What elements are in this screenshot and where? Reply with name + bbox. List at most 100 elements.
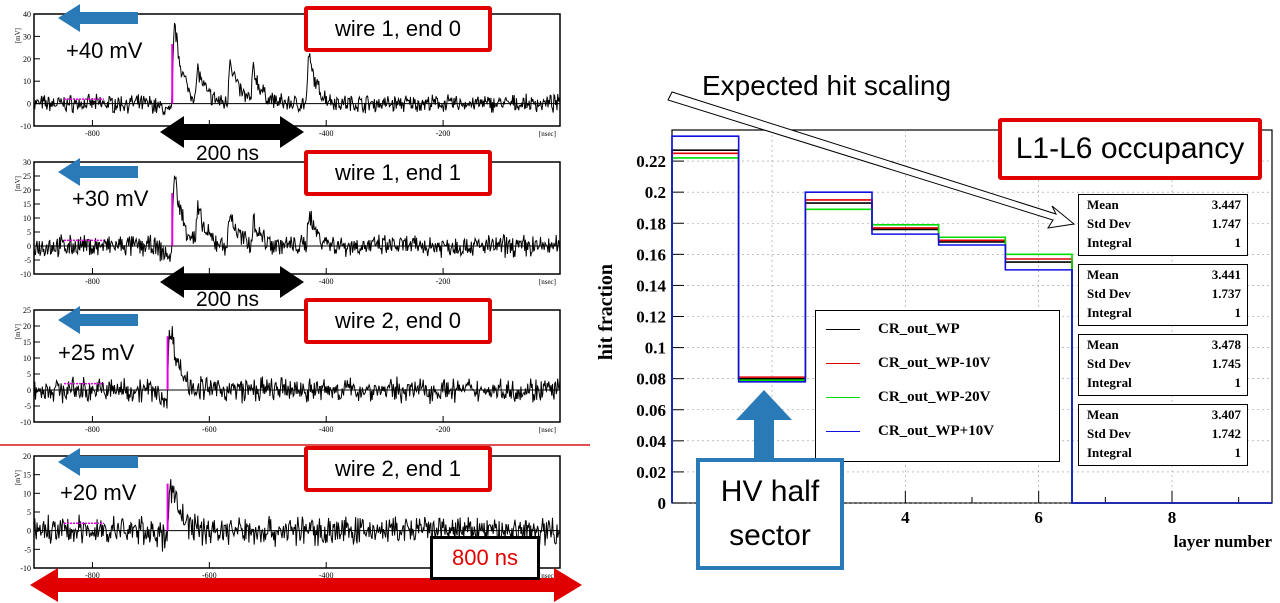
y-tick-label: 0.2 <box>645 183 666 202</box>
y-tick-label: 0.08 <box>636 370 666 389</box>
x-unit-label: [nsec] <box>539 426 556 434</box>
legend-label: CR_out_WP-10V <box>878 355 991 371</box>
annotation-arrow <box>667 91 1076 229</box>
x-tick-label: -200 <box>436 425 451 434</box>
chart-title-box: L1-L6 occupancy <box>998 118 1262 180</box>
x-tick-label: -200 <box>436 129 451 138</box>
y-tick-label: 20 <box>23 186 31 195</box>
x-axis-label: layer number <box>1174 532 1273 551</box>
chart-legend: CR_out_WP CR_out_WP-10V CR_out_WP-20V CR… <box>815 310 1060 462</box>
scope-title-box: wire 2, end 0 <box>304 298 492 344</box>
y-unit-label: [mV] <box>14 324 22 339</box>
y-tick-label: 0 <box>27 100 31 109</box>
waveform-trace <box>33 479 561 552</box>
legend-swatch <box>826 363 860 364</box>
y-tick-label: 5 <box>27 370 31 379</box>
x-tick-label: -800 <box>85 571 100 580</box>
y-tick-label: 0.18 <box>636 214 666 233</box>
legend-swatch <box>826 397 860 398</box>
legend-item: CR_out_WP-20V <box>826 389 991 406</box>
hv-half-sector-box: HV half sector <box>696 458 844 570</box>
stat-mean: 3.478 <box>1211 337 1241 352</box>
blue-arrow-icon <box>58 158 138 186</box>
y-tick-label: 0.1 <box>645 339 666 358</box>
y-tick-label: 40 <box>23 10 31 19</box>
stat-integral: 1 <box>1234 445 1242 460</box>
stat-mean: 3.447 <box>1211 197 1241 212</box>
x-tick-label: -600 <box>202 571 217 580</box>
x-tick-label: -800 <box>85 129 100 138</box>
y-tick-label: 5 <box>27 228 31 237</box>
stat-integral: 1 <box>1234 305 1242 320</box>
x-unit-label: [nsec] <box>539 278 556 286</box>
hv-label-line1: HV half <box>720 475 820 508</box>
x-tick-label: 8 <box>1168 508 1177 527</box>
time-width-label: 200 ns <box>196 288 260 311</box>
separator-line <box>0 444 590 446</box>
scope-overlays <box>30 4 582 602</box>
amplitude-label: +40 mV <box>66 38 143 63</box>
y-tick-label: 0 <box>658 494 667 513</box>
y-tick-label: 0.06 <box>636 401 666 420</box>
y-tick-label: 15 <box>23 471 31 480</box>
legend-label: CR_out_WP-20V <box>878 389 991 405</box>
y-tick-label: 20 <box>23 55 31 64</box>
stat-integral: 1 <box>1234 375 1242 390</box>
y-tick-label: 0.12 <box>636 308 666 327</box>
black-double-arrow-icon <box>160 266 304 298</box>
amplitude-label: +30 mV <box>72 186 149 211</box>
legend-label: CR_out_WP+10V <box>878 423 995 439</box>
y-tick-label: -10 <box>20 122 31 131</box>
x-tick-label: -400 <box>319 571 334 580</box>
y-tick-label: 25 <box>23 306 31 315</box>
y-tick-label: 10 <box>23 77 31 86</box>
y-tick-label: 0.14 <box>636 276 666 295</box>
y-tick-label: -5 <box>24 545 31 554</box>
stats-box-black: Mean 3.447 Std Dev 1.747 Integral 1 <box>1078 194 1248 256</box>
scope-title-box: wire 1, end 1 <box>304 150 492 196</box>
y-tick-label: -10 <box>20 270 31 279</box>
y-tick-label: 0 <box>27 527 31 536</box>
legend-swatch <box>826 431 860 432</box>
y-tick-label: 25 <box>23 172 31 181</box>
stat-integral: 1 <box>1234 235 1242 250</box>
y-unit-label: [mV] <box>14 28 22 43</box>
stat-stddev: 1.742 <box>1211 426 1241 441</box>
hv-label-line2: sector <box>729 519 811 552</box>
y-tick-label: 10 <box>23 354 31 363</box>
waveform-trace <box>33 326 561 409</box>
blue-arrow-icon <box>58 448 138 476</box>
y-tick-label: -5 <box>24 402 31 411</box>
series-step-line <box>671 135 1272 504</box>
amplitude-label: +25 mV <box>58 340 135 365</box>
y-tick-label: 0 <box>27 242 31 251</box>
x-tick-label: -800 <box>85 425 100 434</box>
y-tick-label: -10 <box>20 564 31 573</box>
blue-up-arrow-icon <box>736 390 792 462</box>
time-width-label: 200 ns <box>196 142 260 165</box>
y-tick-label: 0.16 <box>636 245 666 264</box>
legend-item: CR_out_WP <box>826 321 960 338</box>
x-unit-label: [nsec] <box>539 130 556 138</box>
x-tick-label: -400 <box>319 129 334 138</box>
x-tick-label: -400 <box>319 277 334 286</box>
y-axis-label: hit fraction <box>595 264 617 360</box>
amplitude-label: +20 mV <box>60 480 137 505</box>
y-tick-label: 5 <box>27 508 31 517</box>
x-tick-label: -600 <box>202 425 217 434</box>
waveform-trace <box>33 175 561 262</box>
y-unit-label: [mV] <box>14 470 22 485</box>
y-tick-label: 0.02 <box>636 463 666 482</box>
y-tick-label: 15 <box>23 200 31 209</box>
legend-item: CR_out_WP-10V <box>826 355 991 372</box>
y-tick-label: 15 <box>23 338 31 347</box>
stats-box-red: Mean 3.441 Std Dev 1.737 Integral 1 <box>1078 264 1248 326</box>
x-unit-label: [nsec] <box>539 572 556 580</box>
stat-stddev: 1.737 <box>1211 286 1241 301</box>
x-tick-label: -400 <box>319 425 334 434</box>
waveform-trace <box>33 22 561 116</box>
y-tick-label: 0.22 <box>636 152 666 171</box>
y-tick-label: 0.04 <box>636 432 666 451</box>
stat-mean: 3.407 <box>1211 407 1241 422</box>
y-tick-label: 10 <box>23 489 31 498</box>
